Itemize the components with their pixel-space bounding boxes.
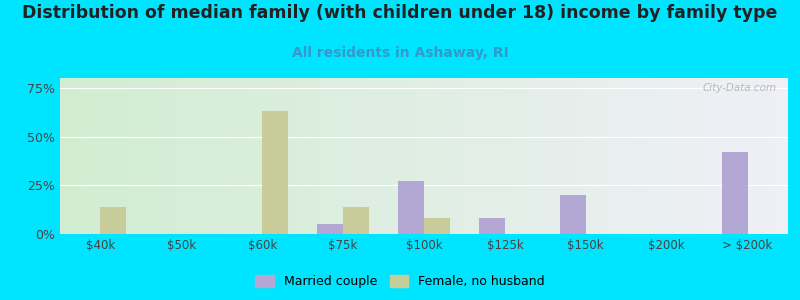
Bar	[343, 207, 369, 234]
Text: Distribution of median family (with children under 18) income by family type: Distribution of median family (with chil…	[22, 4, 778, 22]
Bar	[424, 218, 450, 234]
Bar	[318, 224, 343, 234]
Text: City-Data.com: City-Data.com	[703, 83, 777, 93]
Bar	[262, 111, 288, 234]
Bar	[479, 218, 505, 234]
Bar	[722, 152, 747, 234]
Text: All residents in Ashaway, RI: All residents in Ashaway, RI	[292, 46, 508, 61]
Bar	[560, 195, 586, 234]
Bar	[101, 207, 126, 234]
Bar	[398, 181, 424, 234]
Legend: Married couple, Female, no husband: Married couple, Female, no husband	[253, 273, 547, 291]
